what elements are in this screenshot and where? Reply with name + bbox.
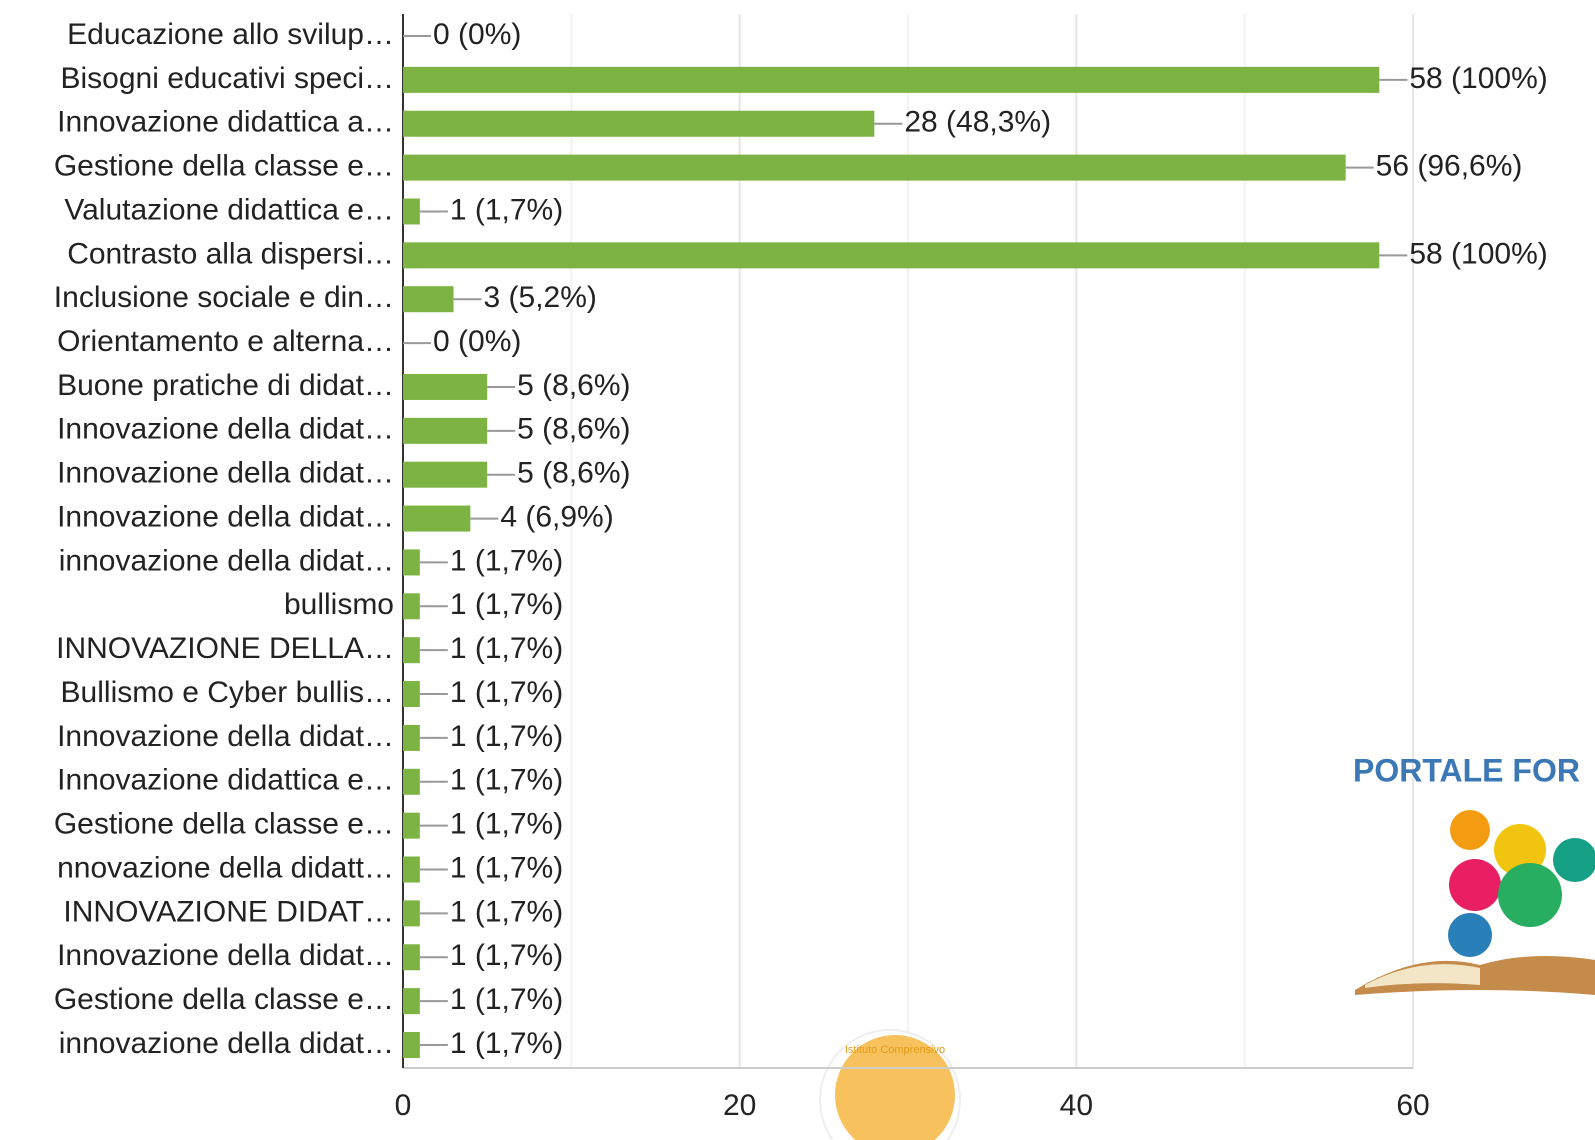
data-label: 5 (8,6%) (517, 457, 630, 490)
watermark-text: PORTALE FOR (1353, 752, 1580, 788)
y-tick-label: Gestione della classe e… (54, 983, 394, 1016)
y-tick-label: Bullismo e Cyber bullis… (61, 676, 394, 709)
data-label: 1 (1,7%) (450, 193, 563, 226)
x-tick-label: 60 (1396, 1089, 1429, 1122)
data-label: 1 (1,7%) (450, 1027, 563, 1060)
y-tick-label: Valutazione didattica e… (64, 193, 394, 226)
bar (403, 66, 1380, 93)
data-label: 58 (100%) (1409, 237, 1547, 270)
data-label: 1 (1,7%) (450, 632, 563, 665)
y-tick-label: Bisogni educativi speci… (60, 62, 394, 95)
data-label: 0 (0%) (433, 18, 521, 51)
data-label: 28 (48,3%) (904, 106, 1051, 139)
bar (403, 944, 420, 971)
data-label: 4 (6,9%) (500, 500, 613, 533)
bar (403, 681, 420, 708)
data-label: 1 (1,7%) (450, 720, 563, 753)
data-label: 1 (1,7%) (450, 895, 563, 928)
data-label: 1 (1,7%) (450, 851, 563, 884)
y-tick-label: Gestione della classe e… (54, 150, 394, 183)
y-tick-label: innovazione della didat… (59, 544, 394, 577)
y-tick-label: Educazione allo svilup… (67, 18, 394, 51)
y-tick-label: Orientamento e alterna… (57, 325, 394, 358)
bar (403, 549, 420, 576)
y-tick-label: innovazione della didat… (59, 1027, 394, 1060)
bar (403, 373, 488, 400)
bar (403, 505, 471, 532)
data-label: 5 (8,6%) (517, 413, 630, 446)
bar (403, 461, 488, 488)
bar (403, 110, 875, 137)
portal-logo: PORTALE FOR (1353, 752, 1595, 995)
y-tick-label: nnovazione della didatt… (57, 851, 394, 884)
x-tick-label: 40 (1060, 1089, 1093, 1122)
bar (403, 900, 420, 927)
y-tick-label: Innovazione della didat… (57, 500, 394, 533)
y-tick-label: Innovazione della didat… (57, 413, 394, 446)
y-tick-label: Innovazione didattica a… (57, 106, 394, 139)
y-tick-label: Contrasto alla dispersi… (67, 237, 394, 270)
bar (403, 593, 420, 620)
bar (403, 637, 420, 664)
bar (403, 768, 420, 795)
y-tick-label: Innovazione della didat… (57, 457, 394, 490)
bar (403, 198, 420, 225)
y-tick-label: Innovazione della didat… (57, 939, 394, 972)
bar (403, 724, 420, 751)
data-label: 1 (1,7%) (450, 939, 563, 972)
bar (403, 812, 420, 839)
bar (403, 286, 454, 313)
y-tick-label: Innovazione didattica e… (57, 764, 394, 797)
bar (403, 856, 420, 883)
y-tick-label: INNOVAZIONE DIDAT… (63, 895, 394, 928)
y-tick-label: bullismo (284, 588, 394, 621)
school-badge: Istituto Comprensivo (819, 1029, 961, 1140)
data-label: 1 (1,7%) (450, 676, 563, 709)
y-tick-label: Inclusione sociale e din… (54, 281, 394, 314)
data-label: 1 (1,7%) (450, 808, 563, 841)
y-tick-label: Buone pratiche di didat… (57, 369, 394, 402)
data-label: 1 (1,7%) (450, 764, 563, 797)
x-tick-label: 0 (395, 1089, 412, 1122)
data-label: 1 (1,7%) (450, 544, 563, 577)
data-label: 1 (1,7%) (450, 588, 563, 621)
data-label: 5 (8,6%) (517, 369, 630, 402)
bar (403, 154, 1346, 181)
badge-text: Istituto Comprensivo (845, 1044, 945, 1056)
data-label: 1 (1,7%) (450, 983, 563, 1016)
data-label: 58 (100%) (1409, 62, 1547, 95)
bar (403, 1032, 420, 1058)
bar (403, 988, 420, 1015)
data-label: 3 (5,2%) (484, 281, 597, 314)
bar (403, 242, 1380, 269)
y-tick-label: Innovazione della didat… (57, 720, 394, 753)
y-tick-label: Gestione della classe e… (54, 808, 394, 841)
y-tick-label: INNOVAZIONE DELLA… (56, 632, 394, 665)
x-tick-label: 20 (723, 1089, 756, 1122)
bar (403, 417, 488, 444)
data-label: 0 (0%) (433, 325, 521, 358)
data-label: 56 (96,6%) (1376, 150, 1523, 183)
